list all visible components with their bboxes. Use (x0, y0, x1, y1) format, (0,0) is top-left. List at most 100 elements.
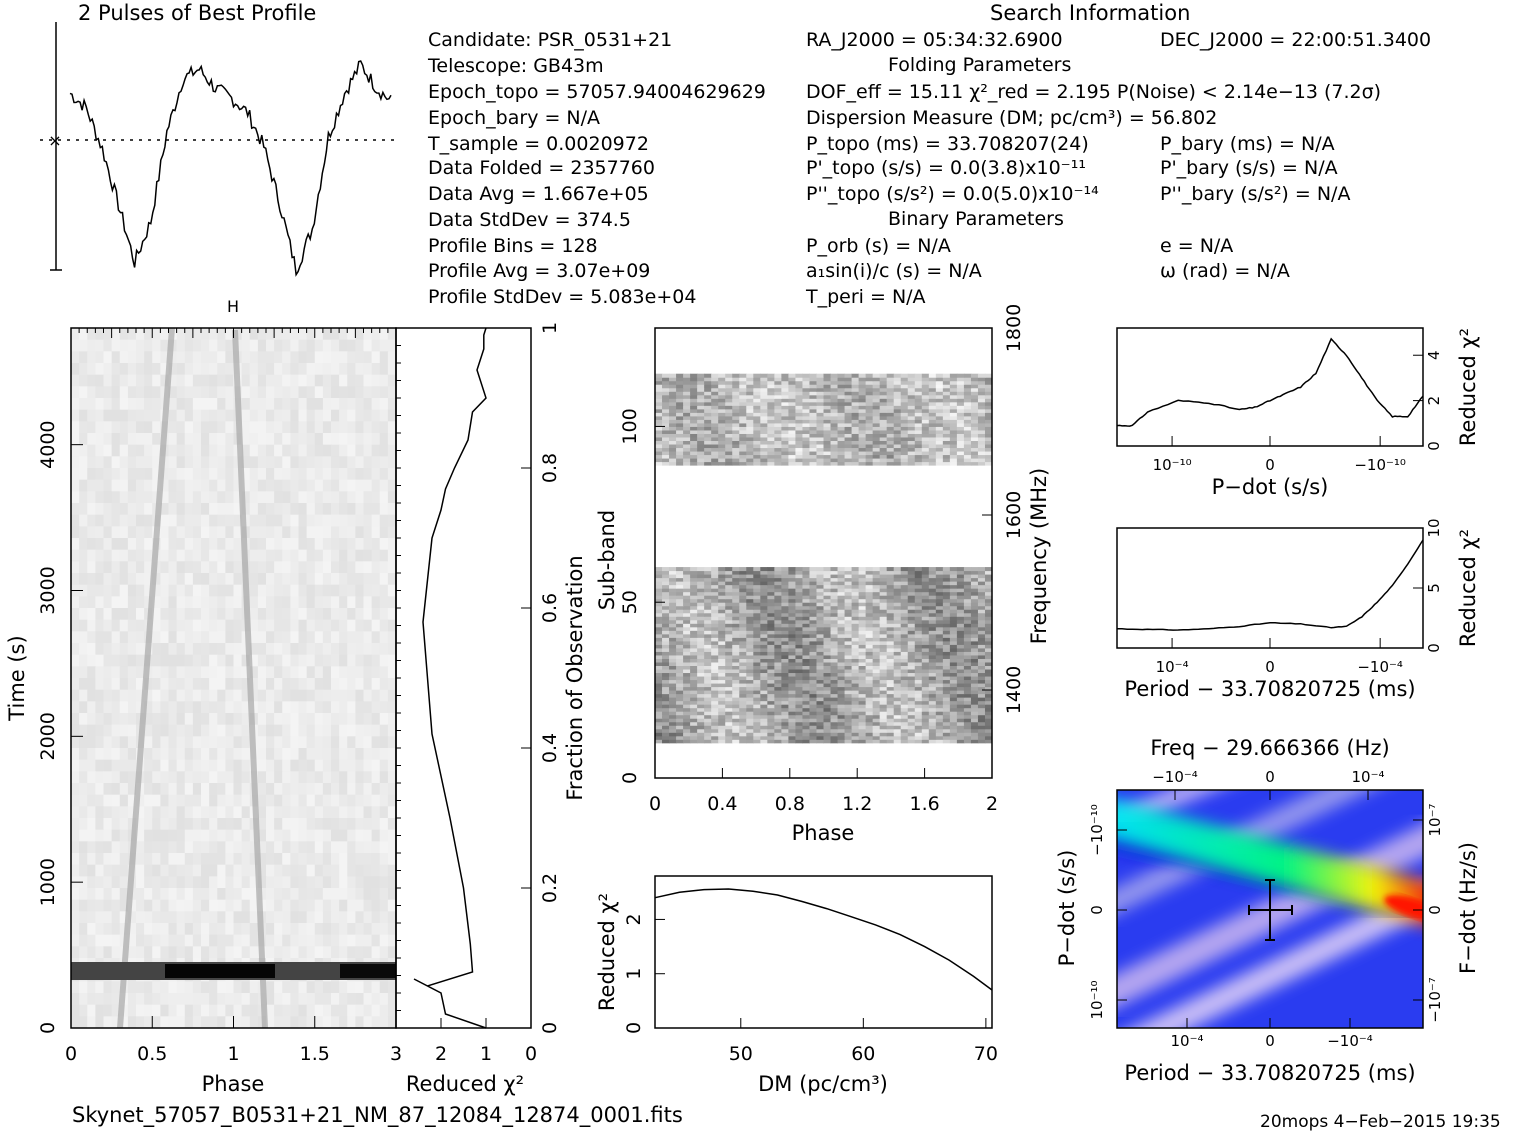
time-phase-cell (152, 864, 161, 877)
subband-cell (921, 735, 930, 740)
time-phase-cell (371, 899, 381, 912)
time-phase-cell (144, 689, 153, 702)
subband-cell (956, 711, 965, 716)
subband-cell (795, 658, 803, 663)
subband-cell (697, 704, 705, 709)
time-phase-cell (371, 794, 381, 807)
time-phase-cell (387, 468, 396, 481)
time-phase-cell (184, 479, 194, 492)
time-phase-cell (387, 526, 396, 539)
subband-cell (711, 623, 719, 628)
time-phase-cell (379, 713, 389, 726)
subband-cell (732, 714, 740, 719)
subband-cell (697, 626, 705, 631)
time-phase-cell (144, 444, 153, 457)
time-phase-cell (306, 864, 316, 877)
subband-cell (781, 598, 789, 603)
time-phase-cell (379, 479, 389, 492)
subband-cell (760, 577, 768, 582)
time-phase-cell (306, 433, 316, 446)
subband-cell (711, 714, 719, 719)
subband-cell (795, 591, 803, 596)
subband-cell (956, 693, 965, 698)
subband-cell (704, 654, 712, 659)
time-phase-cell (168, 503, 178, 516)
subband-cell (935, 584, 944, 589)
profile-title: 2 Pulses of Best Profile (78, 1, 317, 25)
time-phase-cell (111, 491, 121, 504)
subband-cell (725, 595, 733, 600)
subband-cell (823, 732, 832, 737)
time-phase-cell (339, 748, 348, 761)
time-phase-cell (79, 398, 88, 411)
subband-cell (921, 665, 930, 670)
subband-cell (837, 693, 846, 698)
subband-cell (970, 630, 979, 635)
subband-cell (893, 637, 902, 642)
subband-cell (830, 686, 839, 691)
time-phase-cell (379, 934, 389, 947)
subband-cell (697, 644, 705, 649)
time-phase-cell (290, 678, 299, 691)
time-phase-cell (322, 491, 332, 504)
time-phase-cell (192, 888, 202, 901)
subband-cell (802, 714, 810, 719)
time-phase-cell (331, 468, 340, 481)
time-phase-cell (119, 713, 129, 726)
subband-cell (949, 707, 958, 712)
subband-cell (802, 609, 810, 614)
subband-cell (753, 704, 761, 709)
subband-cell (928, 588, 937, 593)
time-phase-cell (87, 608, 96, 621)
time-phase-cell (168, 783, 178, 796)
time-phase-cell (192, 549, 202, 562)
time-phase-cell (339, 818, 348, 831)
time-phase-cell (127, 608, 137, 621)
time-phase-cell (136, 794, 145, 807)
time-phase-cell (387, 934, 396, 947)
subband-cell (739, 598, 747, 603)
time-phase-cell (282, 853, 291, 866)
time-phase-cell (322, 853, 332, 866)
time-phase-cell (225, 328, 234, 341)
time-phase-cell (363, 479, 373, 492)
subband-cell (851, 676, 860, 681)
time-phase-cell (322, 444, 332, 457)
time-phase-cell (322, 829, 332, 842)
subband-cell (683, 669, 691, 674)
time-phase-cell (136, 328, 145, 341)
time-phase-cell (290, 514, 299, 527)
subband-cell (963, 633, 972, 638)
time-phase-cell (306, 584, 316, 597)
subband-cell (823, 574, 832, 579)
time-phase-cell (274, 748, 283, 761)
subband-cell (886, 623, 895, 628)
subband-cell (732, 651, 740, 656)
time-phase-cell (274, 736, 283, 749)
time-phase-cell (111, 806, 121, 819)
subband-cell (683, 661, 691, 666)
subband-cell (669, 612, 677, 617)
subband-cell (697, 661, 705, 666)
subband-cell (809, 669, 817, 674)
time-phase-cell (152, 783, 161, 796)
subband-cell (725, 574, 733, 579)
time-phase-cell (87, 631, 96, 644)
time-phase-cell (282, 981, 291, 994)
subband-cell (928, 707, 937, 712)
subband-cell (718, 644, 726, 649)
time-phase-cell (136, 491, 145, 504)
subband-cell (893, 633, 902, 638)
time-phase-cell (306, 444, 316, 457)
subband-cell (760, 700, 768, 705)
subband-cell (984, 714, 992, 719)
time-phase-cell (225, 841, 234, 854)
time-phase-cell (217, 678, 226, 691)
time-phase-cell (298, 654, 308, 667)
subband-cell (949, 728, 958, 733)
subband-cell (655, 633, 663, 638)
subband-cell (865, 637, 874, 642)
subband-cell (928, 637, 937, 642)
time-phase-cell (290, 386, 299, 399)
time-phase-cell (306, 818, 316, 831)
